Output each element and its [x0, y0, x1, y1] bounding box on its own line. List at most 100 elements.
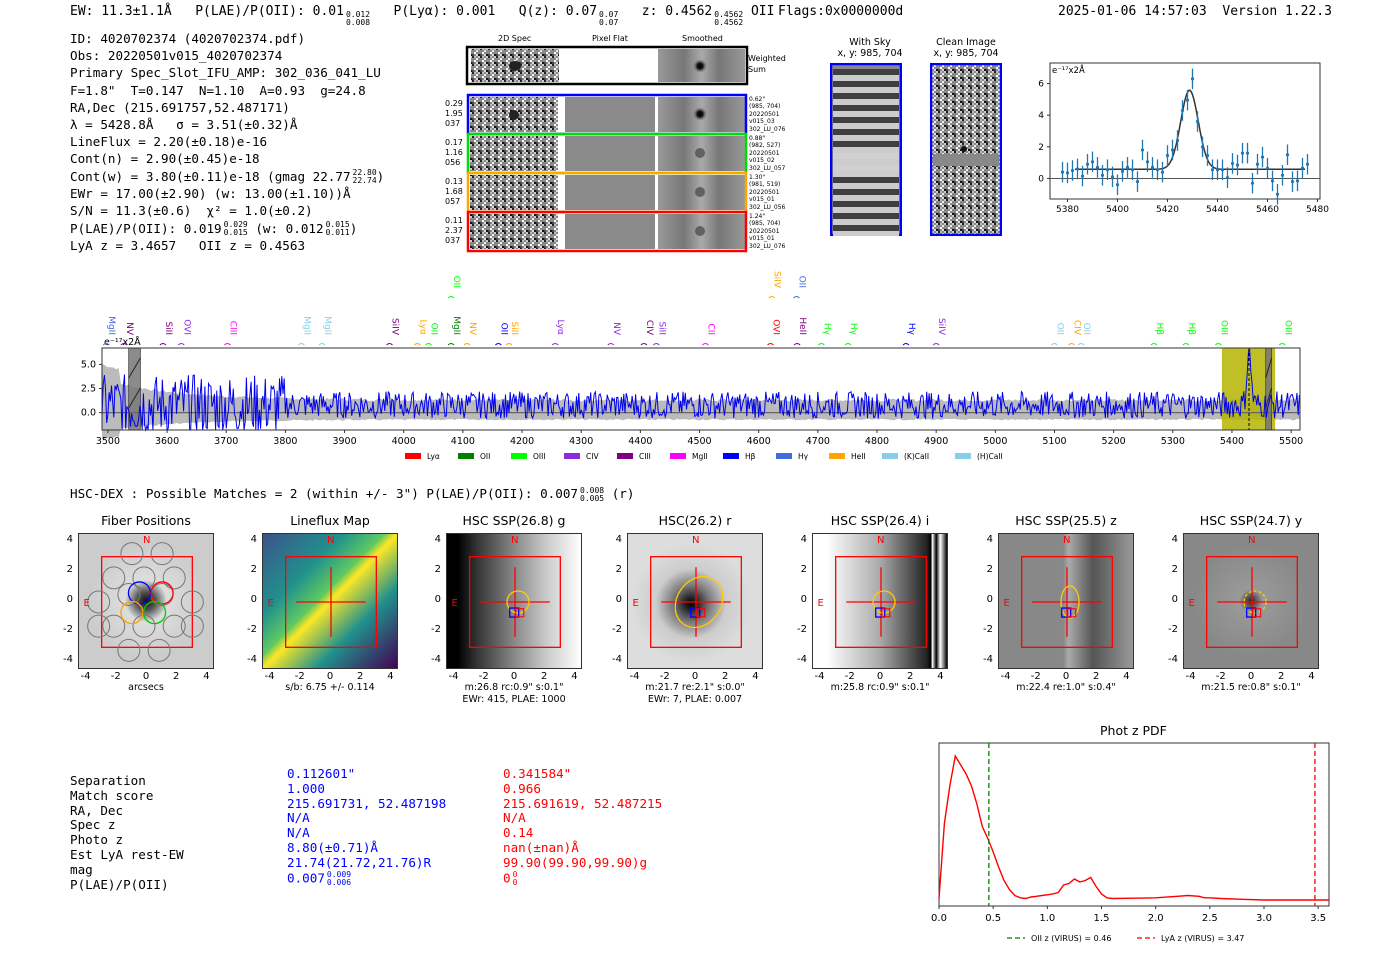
hsc-panel-caption: m:21.5 re:0.8" s:0.1": [1201, 682, 1301, 693]
cutout-overlay: NE: [452, 535, 561, 648]
emission-line-label: SiIV: [390, 318, 400, 336]
emission-line-label: Hγ: [821, 323, 831, 336]
legend-swatch: [564, 453, 580, 459]
sky-gap: [833, 123, 899, 129]
weighted-sum-label: Weighted Sum: [748, 54, 786, 74]
x-tick-label: 4: [1123, 671, 1130, 682]
x-tick-label: 0: [691, 671, 699, 682]
emission-line-bracket: [652, 343, 660, 346]
value: 0.341584": [503, 766, 572, 781]
pdf-curve: [938, 754, 1329, 901]
x-tick-label: -4: [1185, 671, 1196, 682]
fiber-circle: [102, 566, 126, 590]
emission-line-label: CII: [705, 323, 715, 335]
emission-line-label: OVI: [771, 319, 781, 335]
emission-line-bracket: [1077, 343, 1085, 346]
match-box-red: [696, 608, 706, 618]
row-right-label: 0.62" (985, 704) 20220501 v015_03 302_LU_076: [749, 96, 785, 133]
row-2dspec: [470, 214, 558, 249]
emission-line-label: SiIV: [772, 271, 782, 289]
east-label: E: [452, 598, 458, 609]
qz-lo: 0.07: [599, 18, 619, 27]
x-tick-label: 3700: [214, 436, 238, 447]
z-hi: 0.4562: [714, 10, 744, 19]
x-tick-label: 4: [203, 671, 210, 682]
fiber-circle: [162, 614, 186, 638]
col-header-pixelflat: Pixel Flat: [592, 34, 628, 43]
hsc-panel-title: HSC(26.2) r: [658, 513, 732, 528]
legend-label: (K)CaII: [904, 452, 929, 461]
value: nan(±nan)Å: [503, 839, 579, 855]
plae-lo: 0.008: [345, 18, 371, 27]
x-tick-label: 4100: [451, 436, 475, 447]
data-point: [1185, 98, 1190, 102]
header-qz: Q(z): 0.07: [518, 4, 598, 19]
x-tick-label: 0.5: [985, 913, 1001, 924]
y-tick-label: -4: [247, 654, 257, 666]
row-right-value: 302_LU_076: [749, 242, 786, 250]
photz-title: Phot z PDF: [1100, 723, 1167, 738]
emission-line-bracket: [844, 343, 852, 346]
clean-image: [930, 63, 1002, 236]
y-tick-label: -4: [797, 654, 807, 666]
emission-line-label: CIII: [227, 321, 237, 335]
legend-label: Lyα: [427, 452, 440, 461]
y-tick-label: 0: [986, 594, 993, 605]
plae-w-lo: 0.011: [325, 228, 350, 238]
match-box-red: [1252, 608, 1262, 618]
sky-gap: [833, 207, 899, 213]
row-right-value: (982, 527): [749, 142, 781, 150]
info-lineflux: LineFlux = 2.20(±0.18)e-16: [70, 134, 268, 150]
legend-label: Hγ: [798, 452, 809, 461]
legend-swatch: [670, 453, 686, 459]
x-tick-label: 5500: [1279, 436, 1303, 447]
match-field-value: 1.000: [287, 781, 446, 797]
header-z-line: OII: [750, 4, 775, 19]
data-point: [1265, 166, 1270, 170]
legend-label: OII: [480, 452, 490, 461]
sky-band: [833, 225, 899, 231]
x-tick-label: 4600: [747, 436, 771, 447]
legend-label: CIII: [639, 452, 651, 461]
hsc-plae-lo: 0.005: [580, 493, 605, 503]
data-point: [1200, 145, 1205, 149]
x-tick-label: -4: [629, 671, 640, 682]
emission-line-label: MgII: [106, 316, 116, 335]
sky-gap: [833, 87, 899, 93]
data-point: [1120, 169, 1125, 173]
col-header-2dspec: 2D Spec: [498, 34, 532, 43]
data-point: [1125, 165, 1130, 169]
hsc-panel-caption: s/b: 6.75 +/- 0.114: [285, 682, 375, 693]
info-id: ID: 4020702374 (4020702374.pdf): [70, 31, 306, 46]
y-tick-label: 4: [250, 533, 257, 545]
hsc-summary-text: HSC-DEX : Possible Matches = 2 (within +…: [70, 486, 578, 501]
match-field-label: Separation: [70, 773, 146, 788]
plae-range: 0.029 0.015: [224, 221, 248, 237]
hsc-panel-title: Lineflux Map: [290, 513, 370, 528]
row-left-value: 1.16: [445, 148, 463, 157]
header-z: z: 0.4562: [641, 4, 713, 19]
data-point: [1285, 153, 1290, 157]
row-2dspec: [470, 175, 558, 210]
aperture-box: [285, 556, 377, 648]
emission-line-label: NV: [611, 322, 621, 336]
cutout-overlay: NE: [633, 535, 742, 648]
x-tick-label: -2: [1030, 671, 1041, 682]
cutout-overlay: NE: [818, 535, 927, 648]
x-tick-label: 3500: [96, 436, 120, 447]
data-point: [1280, 173, 1285, 177]
plae-hi: 0.012: [345, 10, 371, 19]
row-left-label: 0.29 1.95 037: [445, 99, 463, 129]
row-pixelflat: [565, 214, 655, 249]
y-tick-label: 2: [800, 563, 807, 575]
x-tick-label: 2: [722, 671, 729, 682]
cutout-overlay: NE: [268, 535, 377, 648]
x-tick-label: -2: [478, 671, 489, 682]
x-tick-label: 0: [326, 671, 334, 682]
flux-line: [101, 348, 1300, 432]
y-tick-label: -4: [431, 654, 441, 666]
data-point: [1305, 162, 1310, 166]
with-sky-image: [830, 63, 902, 236]
